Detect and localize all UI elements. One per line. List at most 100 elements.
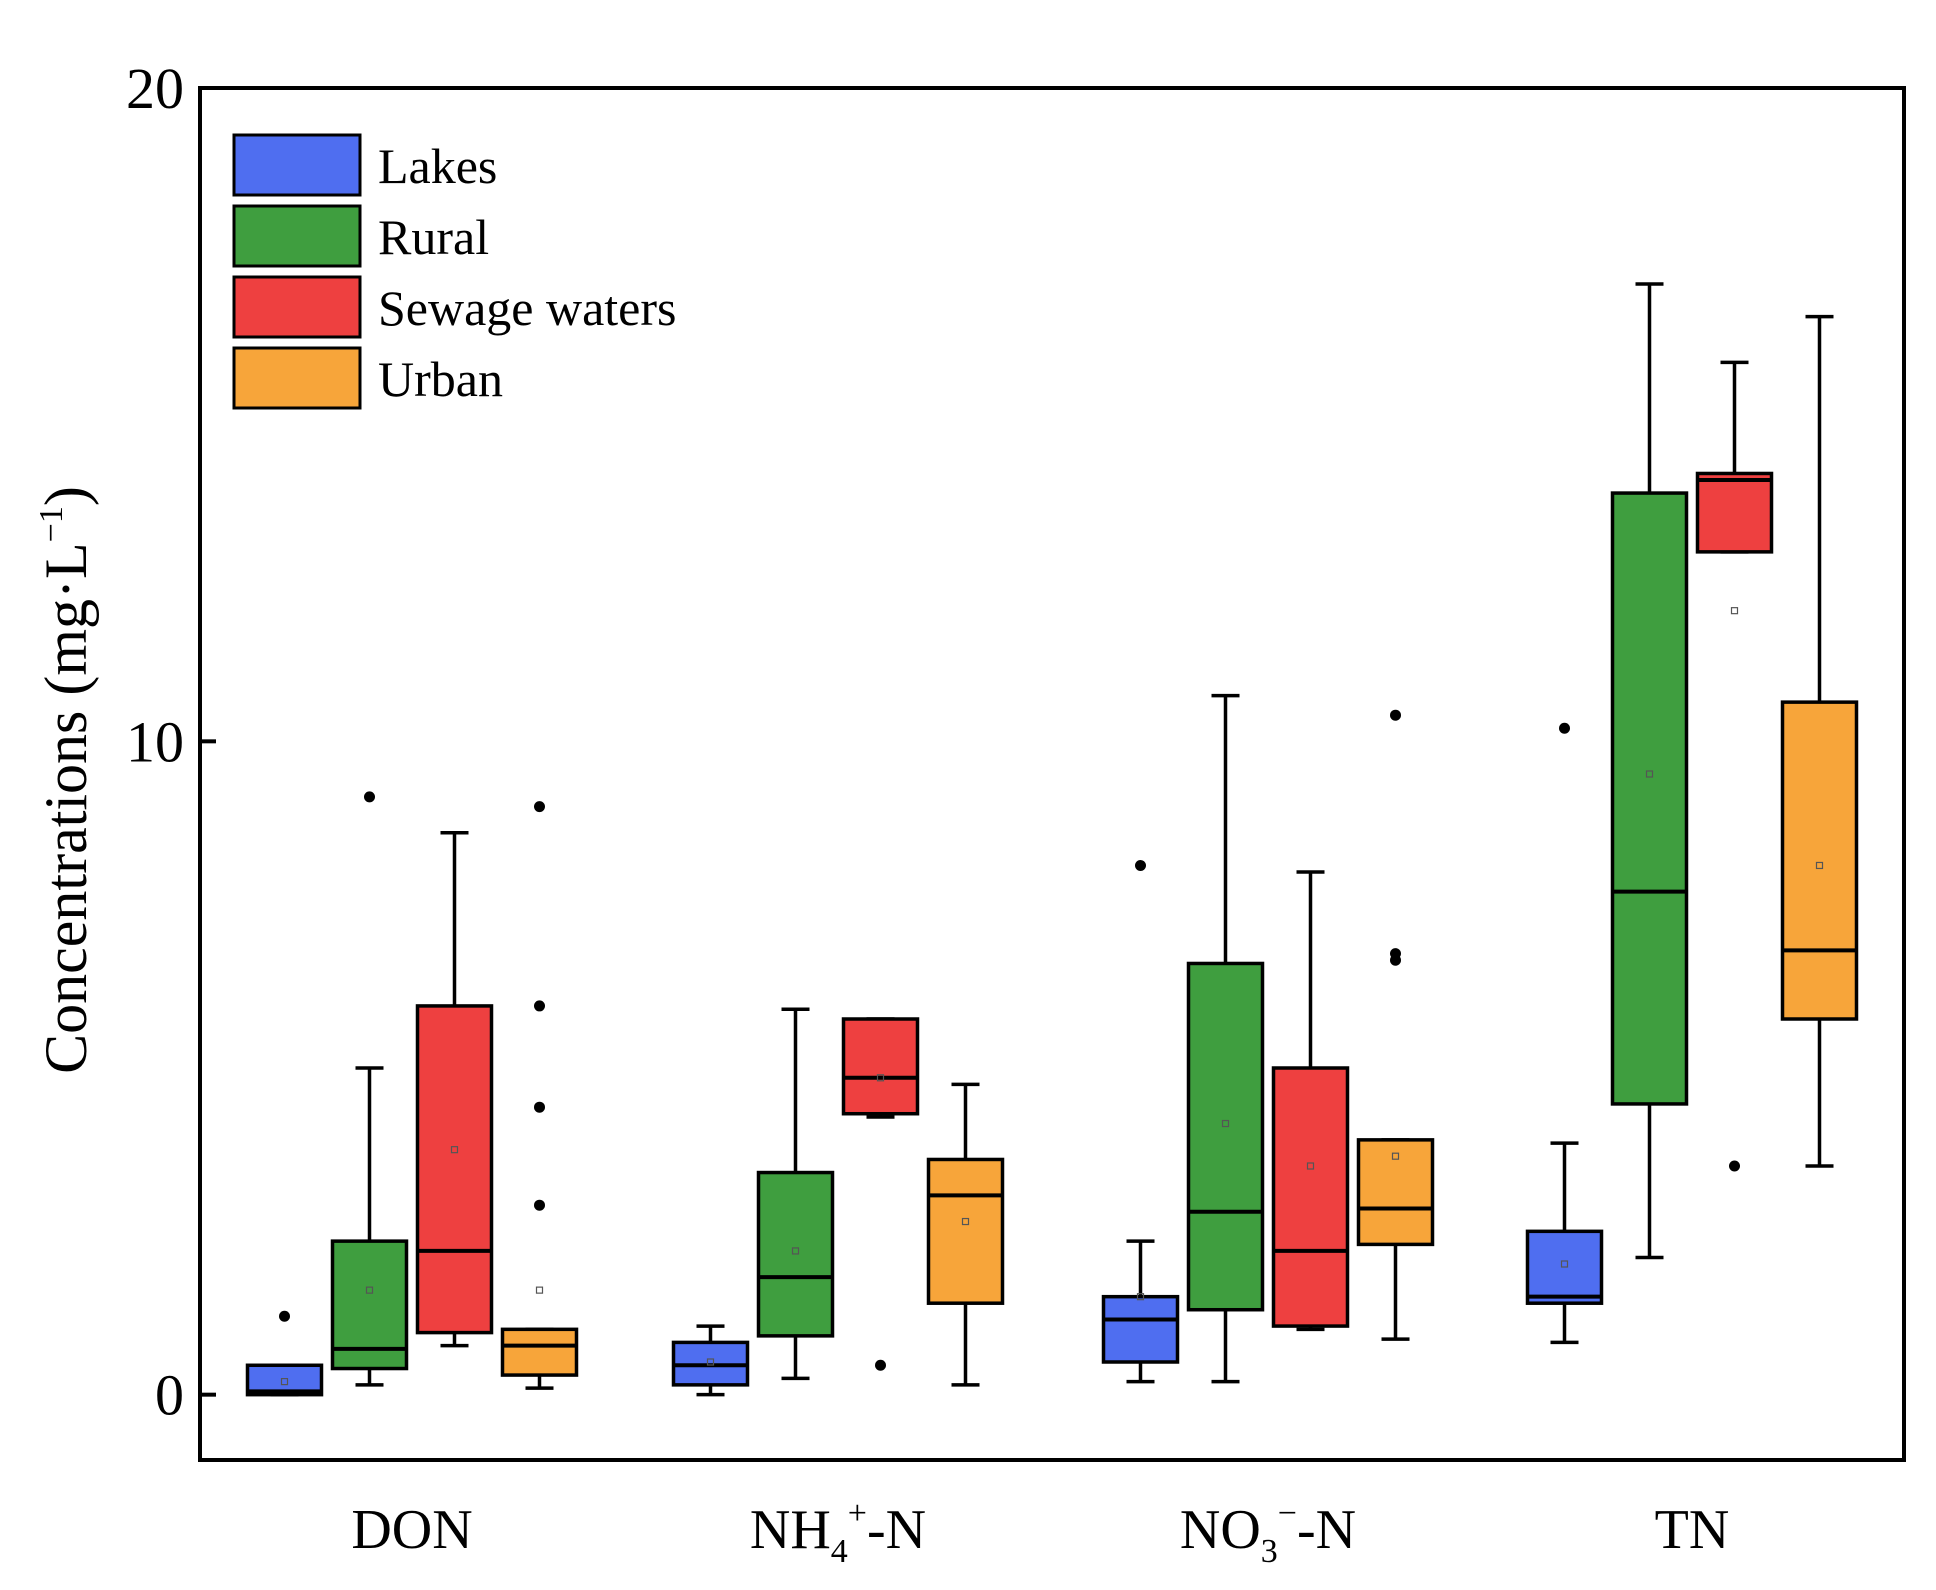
- mean-marker: [365, 1286, 374, 1294]
- outlier-point: [534, 801, 545, 813]
- box-don-lakes[interactable]: [245, 1310, 324, 1397]
- box-nh4+-n-sewage-waters[interactable]: [841, 1017, 920, 1371]
- y-tick-label: 0: [155, 1363, 184, 1428]
- box-nh4+-n-lakes[interactable]: [671, 1324, 750, 1397]
- series-urban: [500, 314, 1859, 1390]
- box-no3--n-lakes[interactable]: [1101, 859, 1180, 1384]
- box-don-rural[interactable]: [330, 791, 409, 1387]
- mean-marker: [1560, 1260, 1569, 1268]
- x-category-label: TN: [1655, 1499, 1730, 1561]
- mean-marker: [706, 1358, 715, 1366]
- plot-area: [198, 86, 1906, 1462]
- mean-marker: [791, 1247, 800, 1255]
- mean-marker: [876, 1074, 885, 1082]
- mean-marker: [1221, 1119, 1230, 1128]
- outlier-point: [1390, 954, 1401, 966]
- series-rural: [330, 282, 1689, 1387]
- box-no3--n-sewage-waters[interactable]: [1271, 870, 1350, 1332]
- mean-marker: [1306, 1162, 1315, 1170]
- mean-marker: [1645, 770, 1654, 778]
- legend-swatch: [232, 275, 362, 339]
- outlier-point: [1559, 722, 1570, 734]
- mean-marker: [280, 1377, 289, 1386]
- outlier-point: [364, 791, 375, 803]
- box-body: [1101, 1294, 1180, 1364]
- mean-marker: [450, 1146, 459, 1154]
- box-no3--n-urban[interactable]: [1356, 709, 1435, 1341]
- legend-swatch: [232, 346, 362, 410]
- y-title-close: ): [33, 486, 99, 506]
- legend-label: Lakes: [378, 138, 497, 194]
- box-groups: [245, 282, 1859, 1397]
- outlier-point: [1135, 859, 1146, 871]
- y-tick-label: 10: [126, 709, 184, 774]
- y-title-main: Concentrations (mg·L: [33, 542, 99, 1074]
- box-body: [415, 1004, 494, 1335]
- legend-label: Urban: [378, 351, 503, 407]
- box-body: [841, 1017, 920, 1116]
- category-label-part: TN: [1655, 1499, 1730, 1561]
- box-body: [1186, 961, 1265, 1312]
- box-nh4+-n-rural[interactable]: [756, 1007, 835, 1381]
- y-axis: 0 10 20: [126, 56, 216, 1428]
- x-category-label: NH4+-N: [750, 1495, 926, 1570]
- category-label-part: 4: [831, 1533, 848, 1570]
- box-tn-lakes[interactable]: [1525, 722, 1604, 1345]
- legend-item-urban[interactable]: Urban: [232, 346, 503, 410]
- category-label-part: NO: [1180, 1499, 1261, 1561]
- legend-swatch: [232, 133, 362, 197]
- mean-marker: [1730, 607, 1739, 615]
- mean-marker: [1815, 861, 1824, 870]
- series-lakes: [245, 722, 1604, 1397]
- legend-item-lakes[interactable]: Lakes: [232, 133, 497, 197]
- legend-item-rural[interactable]: Rural: [232, 204, 489, 268]
- y-title-sup: −1: [33, 506, 70, 542]
- outlier-point: [534, 1101, 545, 1113]
- category-label-part: DON: [351, 1499, 472, 1561]
- mean-marker: [535, 1286, 544, 1294]
- x-axis: DON NH4+-N NO3−-N TN: [351, 1495, 1729, 1570]
- y-axis-title-text: Concentrations (mg·L−1): [33, 486, 99, 1074]
- box-don-sewage-waters[interactable]: [415, 831, 494, 1348]
- box-tn-rural[interactable]: [1610, 282, 1689, 1260]
- mean-marker: [961, 1217, 970, 1226]
- box-body: [926, 1157, 1005, 1305]
- legend-swatch: [232, 204, 362, 268]
- category-label-part: 3: [1261, 1533, 1278, 1570]
- outlier-point: [534, 1000, 545, 1012]
- box-body: [1271, 1066, 1350, 1328]
- y-axis-title: Concentrations (mg·L−1): [33, 486, 99, 1074]
- legend-label: Sewage waters: [378, 280, 677, 336]
- outlier-point: [279, 1310, 290, 1322]
- y-tick-label: 20: [126, 56, 184, 121]
- category-label-part: +: [848, 1495, 867, 1532]
- mean-marker: [1391, 1152, 1400, 1160]
- box-body: [1610, 491, 1689, 1106]
- box-no3--n-rural[interactable]: [1186, 693, 1265, 1384]
- legend-item-sewage-waters[interactable]: Sewage waters: [232, 275, 677, 339]
- outlier-point: [1729, 1160, 1740, 1172]
- outlier-point: [534, 1199, 545, 1211]
- category-label-part: −: [1278, 1495, 1297, 1532]
- category-label-part: -N: [867, 1499, 926, 1561]
- legend-label: Rural: [378, 209, 489, 265]
- box-body: [1356, 1138, 1435, 1247]
- mean-marker: [1136, 1293, 1145, 1301]
- box-nh4+-n-urban[interactable]: [926, 1082, 1005, 1387]
- box-body: [1695, 471, 1774, 554]
- category-label-part: -N: [1297, 1499, 1356, 1561]
- plot-frame: [198, 86, 1906, 1462]
- x-category-label: NO3−-N: [1180, 1495, 1356, 1570]
- series-sewage-waters: [415, 360, 1774, 1371]
- legend: Lakes Rural Sewage waters Urban: [232, 133, 677, 410]
- category-label-part: NH: [750, 1499, 831, 1561]
- box-body: [1780, 700, 1859, 1021]
- box-tn-urban[interactable]: [1780, 314, 1859, 1168]
- x-category-label: DON: [351, 1499, 472, 1561]
- outlier-point: [875, 1359, 886, 1371]
- outlier-point: [1390, 709, 1401, 721]
- box-tn-sewage-waters[interactable]: [1695, 360, 1774, 1172]
- box-don-urban[interactable]: [500, 801, 579, 1390]
- box-body: [500, 1327, 579, 1377]
